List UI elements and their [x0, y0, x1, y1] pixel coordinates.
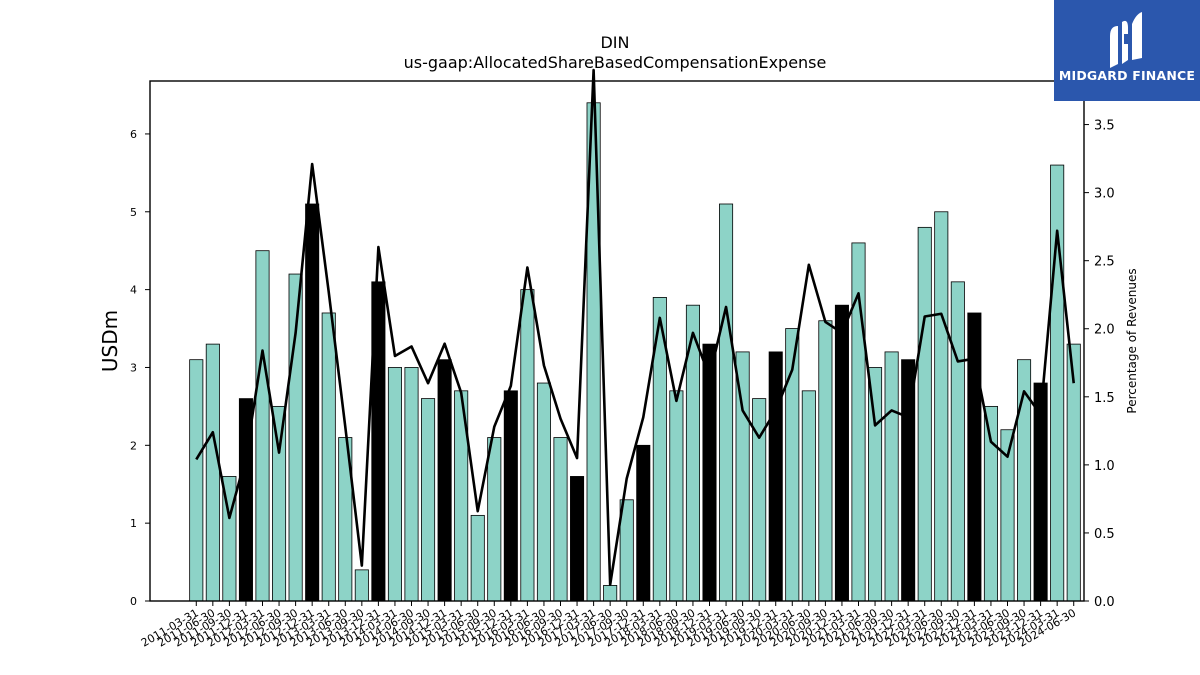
y2-axis-label: Percentage of Revenues [1125, 268, 1139, 413]
y2-tick-label: 0.0 [1094, 595, 1115, 610]
bar [719, 203, 734, 602]
line-series [195, 68, 1076, 586]
bar [421, 398, 436, 602]
chart-title: DIN [600, 33, 629, 52]
y-tick-label: 6 [130, 128, 137, 141]
bar [321, 312, 336, 602]
y-axis-label: USDm [98, 310, 122, 372]
y-tick-label: 5 [130, 206, 137, 219]
y-tick-label: 4 [130, 284, 137, 297]
bar [503, 390, 518, 602]
bars-layer [189, 102, 1081, 602]
bar [354, 569, 369, 602]
bar [404, 367, 419, 602]
bar [553, 437, 568, 602]
logo-text: MIDGARD FINANCE [1058, 68, 1196, 83]
chart-subtitle: us-gaap:AllocatedShareBasedCompensationE… [404, 53, 827, 72]
bar [189, 359, 204, 602]
bar [934, 211, 949, 602]
logo: MIDGARD FINANCE [1054, 0, 1200, 101]
axes-layer: 0 1 2 3 4 5 6 0.0 0.5 1.0 1.5 2.0 2.5 3.0 3.5 [130, 80, 1115, 610]
y-tick-label: 2 [130, 439, 137, 452]
y-tick-label: 0 [130, 595, 137, 608]
bar [603, 585, 618, 602]
y-tick-label: 1 [130, 517, 137, 530]
bar [834, 304, 849, 602]
line-layer [195, 68, 1076, 586]
bar [967, 312, 982, 602]
bar [536, 382, 551, 602]
bar [487, 437, 502, 602]
bar [272, 405, 287, 602]
bar [801, 390, 816, 602]
y2-tick-label: 0.5 [1094, 527, 1115, 542]
bar [636, 444, 651, 602]
bar [917, 226, 932, 602]
bar [205, 343, 220, 602]
midgard-logo-icon [1110, 12, 1142, 68]
bar [768, 351, 783, 602]
plot-frame [149, 80, 1085, 602]
bar [570, 476, 585, 602]
bar [387, 367, 402, 602]
bar [818, 320, 833, 602]
bar [669, 390, 684, 602]
bar [950, 281, 965, 602]
y2-tick-label: 3.5 [1094, 119, 1115, 134]
bar [305, 203, 320, 602]
y2-tick-label: 3.0 [1094, 187, 1115, 202]
bar [520, 289, 535, 602]
y2-tick-label: 2.5 [1094, 255, 1115, 270]
y2-tick-label: 2.0 [1094, 323, 1115, 338]
bar [702, 343, 717, 602]
bar [868, 367, 883, 602]
bar [884, 351, 899, 602]
y-tick-label: 3 [130, 361, 137, 374]
x-ticks-layer: 2011-03-312011-06-302011-09-302011-12-31… [139, 601, 1078, 650]
y2-tick-label: 1.5 [1094, 391, 1115, 406]
bar [437, 359, 452, 602]
y2-tick-label: 1.0 [1094, 459, 1115, 474]
bar [470, 514, 485, 602]
bar [255, 250, 270, 602]
